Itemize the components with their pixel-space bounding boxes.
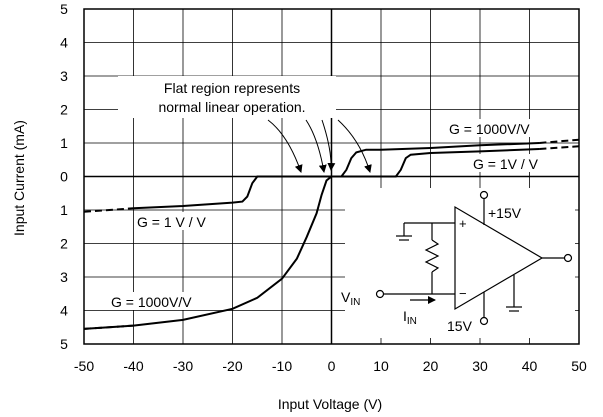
- flat-region-arrows: [267, 119, 372, 173]
- arrow-1: [267, 119, 303, 173]
- y-tick-labels: 5 4 3 2 1 0 1 2 3 4 5: [60, 1, 68, 352]
- arrow-2: [305, 119, 327, 173]
- label-bg-g1-upper: [470, 154, 560, 172]
- series-1-dashed-left: [83, 324, 134, 330]
- plus-sign: +: [459, 216, 467, 231]
- series-1-dashed-right: [539, 138, 580, 144]
- x-tick-label: -30: [173, 358, 193, 374]
- vminus-terminal: [479, 316, 489, 326]
- series-1-line: [83, 142, 540, 330]
- y-axis-label: Input Current (mA): [11, 120, 27, 236]
- label-g1000-lower: G = 1000V/V: [111, 294, 192, 310]
- y-tick-label: 5: [60, 336, 68, 352]
- label-g1000-upper: G = 1000V/V: [449, 121, 530, 137]
- y-tick-label: 1: [60, 202, 68, 218]
- y-tick-label: 5: [60, 1, 68, 17]
- y-tick-label: 2: [60, 236, 68, 252]
- vin-label: VIN: [341, 289, 360, 308]
- label-bg-g1-lower: [134, 212, 232, 230]
- x-tick-label: -50: [74, 358, 94, 374]
- vplus-label: +15V: [488, 205, 522, 221]
- flat-region-text-line1: Flat region represents: [164, 80, 300, 96]
- inset-background: [345, 188, 575, 338]
- arrow-4: [337, 119, 372, 173]
- y-tick-label: 3: [60, 68, 68, 84]
- x-tick-label: 10: [373, 358, 389, 374]
- y-tick-label: 2: [60, 102, 68, 118]
- x-tick-label: 20: [423, 358, 439, 374]
- annotation-background: [118, 76, 336, 118]
- x-tick-label: -20: [222, 358, 242, 374]
- y-tick-label: 1: [60, 135, 68, 151]
- series-2-dashed-right: [539, 145, 580, 150]
- vin-terminal: [375, 289, 385, 299]
- x-tick-label: -10: [272, 358, 292, 374]
- y-tick-label: 4: [60, 303, 68, 319]
- output-terminal: [563, 253, 573, 263]
- x-tick-labels: -50 -40 -30 -20 -10 0 10 20 30 40 50: [74, 358, 587, 374]
- op-amp-triangle: [454, 205, 544, 311]
- series-2-dashed-left: [83, 207, 134, 213]
- x-tick-label: -40: [123, 358, 143, 374]
- data-series: [83, 138, 580, 330]
- x-tick-label: 0: [328, 358, 336, 374]
- x-tick-label: 50: [571, 358, 587, 374]
- label-g1-upper: G = 1V / V: [473, 156, 539, 172]
- series-2-line: [133, 148, 540, 210]
- x-tick-label: 40: [522, 358, 538, 374]
- minus-sign: −: [459, 286, 467, 301]
- vplus-terminal: [479, 190, 489, 200]
- y-tick-label: 4: [60, 35, 68, 51]
- resistor: [424, 239, 440, 273]
- x-axis-label: Input Voltage (V): [278, 396, 382, 412]
- op-amp-inset: [375, 190, 573, 326]
- x-tick-label: 30: [472, 358, 488, 374]
- flat-region-text-line2: normal linear operation.: [158, 99, 305, 115]
- label-g1-lower: G = 1 V / V: [137, 214, 207, 230]
- arrow-3: [321, 119, 336, 171]
- label-bg-g1000-lower: [108, 292, 220, 310]
- label-bg-g1000-upper: [446, 119, 558, 137]
- y-tick-label: 0: [60, 169, 68, 185]
- vminus-label: 15V: [447, 318, 473, 334]
- y-tick-label: 3: [60, 269, 68, 285]
- iin-label: IIN: [403, 308, 417, 327]
